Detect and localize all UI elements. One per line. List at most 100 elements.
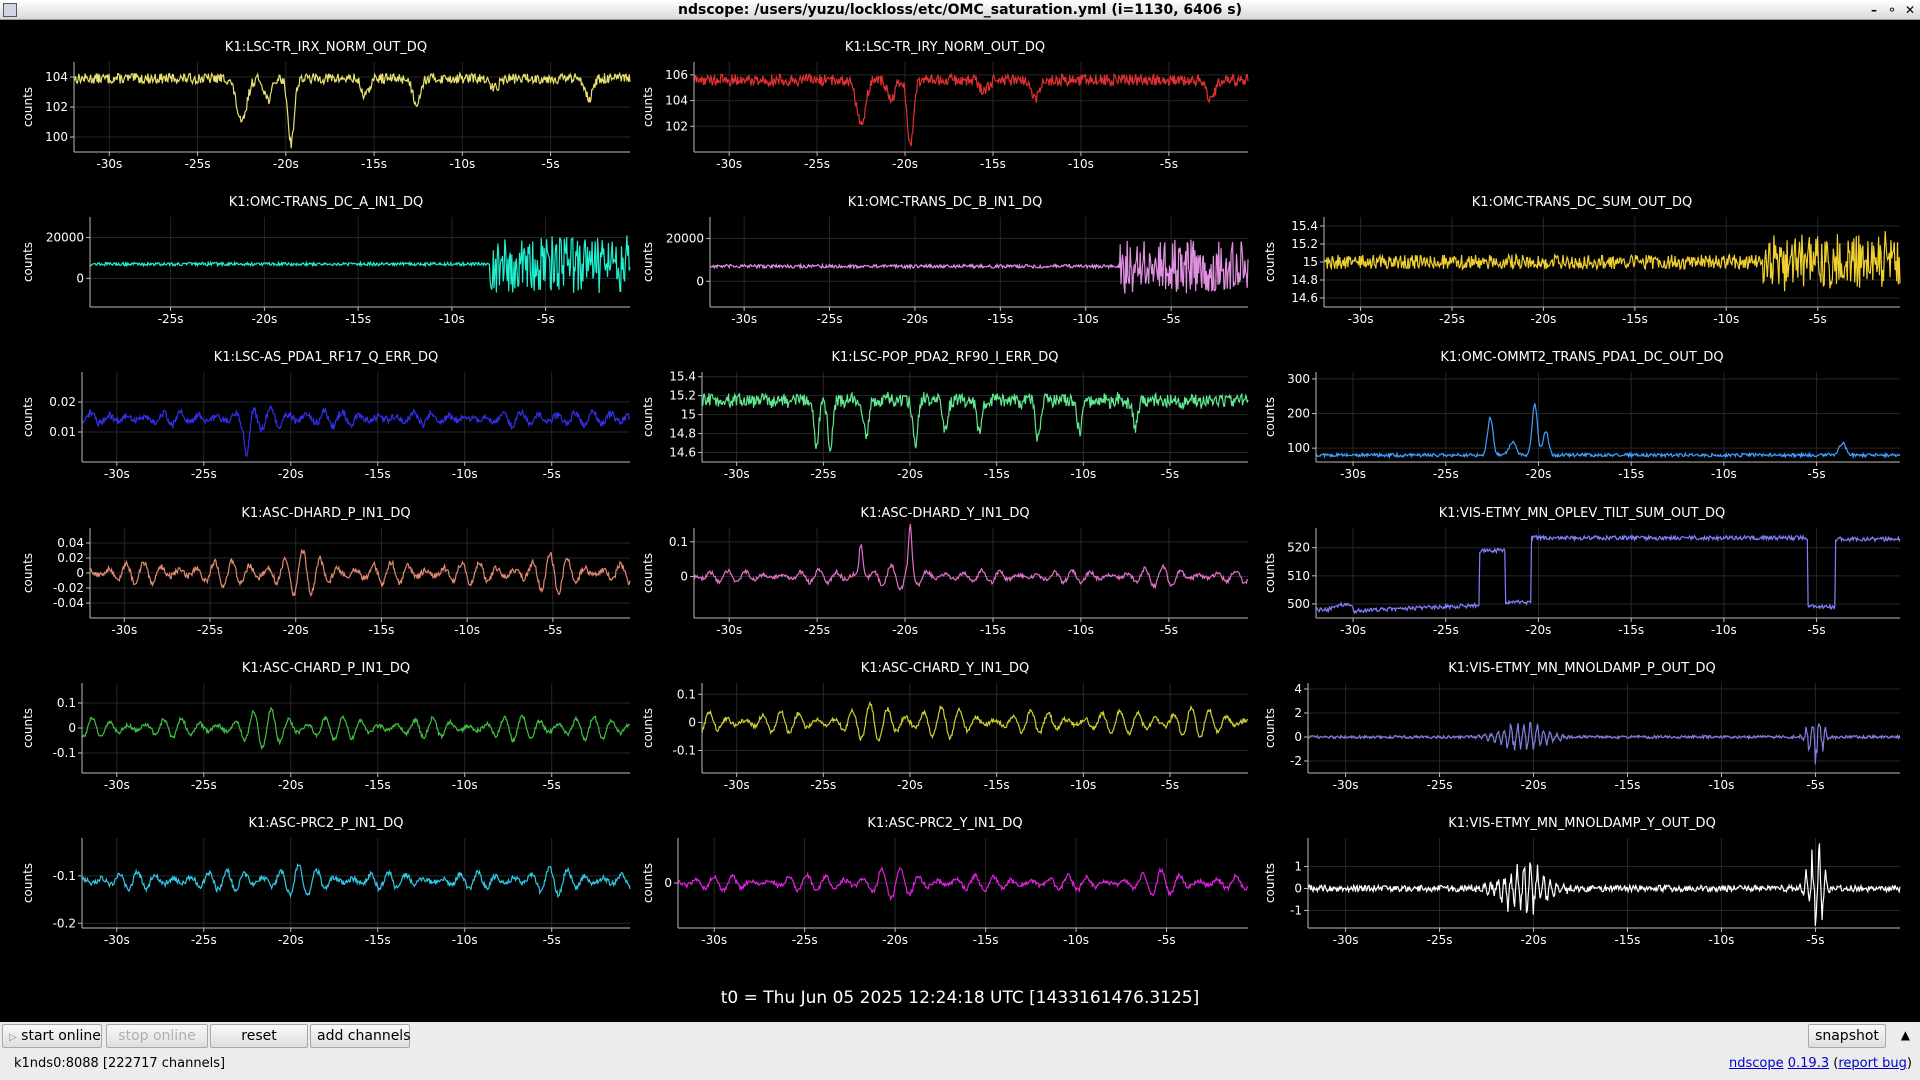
start-online-button[interactable]: ▷ start online — [2, 1024, 102, 1048]
plot-panel[interactable]: K1:LSC-TR_IRX_NORM_OUT_DQ 100 102 104 -30s -2… — [20, 40, 632, 180]
plot-svg[interactable]: 500 510 520 -30s -25s -20s -15s -10s -5s counts — [1262, 506, 1902, 646]
x-tick-label: -30s — [1340, 623, 1366, 637]
y-tick-label: 0 — [1294, 881, 1302, 895]
plot-panel[interactable]: K1:OMC-TRANS_DC_B_IN1_DQ 0 20000 -30s -25s -2… — [640, 195, 1250, 335]
y-tick-label: 102 — [665, 119, 688, 133]
plot-panel[interactable]: K1:ASC-DHARD_Y_IN1_DQ 0 0.1 -30s -25s -20s -15… — [640, 506, 1250, 646]
x-tick-label: -30s — [731, 312, 757, 326]
x-tick-label: -10s — [1063, 933, 1089, 947]
plot-panel[interactable]: K1:VIS-ETMY_MN_OPLEV_TILT_SUM_OUT_DQ 500 5… — [1262, 506, 1902, 646]
plot-panel[interactable]: K1:VIS-ETMY_MN_MNOLDAMP_P_OUT_DQ -2 0 2 4 -30… — [1262, 661, 1902, 801]
x-tick-label: -20s — [273, 157, 299, 171]
close-icon[interactable]: ✕ — [1904, 3, 1916, 17]
minimize-icon[interactable]: – — [1871, 3, 1877, 17]
y-axis-label: counts — [21, 708, 35, 748]
y-tick-label: 0 — [1294, 730, 1302, 744]
y-tick-label: 0.1 — [669, 535, 688, 549]
plot-svg[interactable]: -0.1 0 0.1 -30s -25s -20s -15s -10s -5s counts — [20, 661, 632, 801]
series-trace — [81, 405, 631, 458]
plot-panel[interactable]: K1:OMC-OMMT2_TRANS_PDA1_DC_OUT_DQ 100 200 3… — [1262, 350, 1902, 490]
plot-svg[interactable]: 0.01 0.02 -30s -25s -20s -15s -10s -5s counts — [20, 350, 632, 490]
x-tick-label: -15s — [365, 467, 391, 481]
plot-title: K1:VIS-ETMY_MN_MNOLDAMP_P_OUT_DQ — [1448, 661, 1716, 676]
y-tick-label: 0.04 — [57, 536, 84, 550]
x-tick-label: -10s — [1709, 933, 1735, 947]
plot-panel[interactable]: K1:LSC-POP_PDA2_RF90_I_ERR_DQ 14.6 14.8 15 1… — [640, 350, 1250, 490]
x-tick-label: -15s — [984, 778, 1010, 792]
reset-button[interactable]: reset — [210, 1024, 308, 1048]
plot-panel[interactable]: K1:ASC-CHARD_Y_IN1_DQ -0.1 0 0.1 -30s -25s -20… — [640, 661, 1250, 801]
plot-title: K1:LSC-POP_PDA2_RF90_I_ERR_DQ — [831, 350, 1059, 365]
plot-svg[interactable]: 100 200 300 -30s -25s -20s -15s -10s -5s counts — [1262, 350, 1902, 490]
x-tick-label: -10s — [1068, 623, 1094, 637]
plot-svg[interactable]: 0 20000 -25s -20s -15s -10s -5s counts — [20, 195, 632, 335]
menu-up-icon[interactable]: ▲ — [1900, 1028, 1910, 1042]
plot-svg[interactable]: 100 102 104 -30s -25s -20s -15s -10s -5s counts — [20, 40, 632, 180]
stop-online-button[interactable]: stop online — [106, 1024, 208, 1048]
maximize-icon[interactable]: ⚬ — [1886, 3, 1898, 17]
plot-svg[interactable]: 14.6 14.8 15 15.2 15.4 -30s -25s -20s -15s -10s -5… — [640, 350, 1250, 490]
ndscope-link[interactable]: ndscope — [1728, 1056, 1784, 1071]
plot-svg[interactable]: 0 20000 -30s -25s -20s -15s -10s -5s counts — [640, 195, 1250, 335]
x-tick-label: -20s — [1526, 623, 1552, 637]
window-titlebar[interactable]: ndscope: /users/yuzu/lockloss/etc/OMC_sa… — [0, 0, 1920, 20]
plot-panel[interactable]: K1:VIS-ETMY_MN_MNOLDAMP_Y_OUT_DQ -1 0 1 -30s… — [1262, 816, 1902, 956]
plot-panel[interactable]: K1:LSC-AS_PDA1_RF17_Q_ERR_DQ 0.01 0.02 -30s… — [20, 350, 632, 490]
y-tick-label: 0 — [664, 876, 672, 890]
x-tick-label: -15s — [365, 778, 391, 792]
x-tick-label: -20s — [897, 778, 923, 792]
x-tick-label: -25s — [804, 157, 830, 171]
plot-panel[interactable]: K1:ASC-PRC2_P_IN1_DQ -0.2 -0.1 -30s -25s -20s… — [20, 816, 632, 956]
y-tick-label: 100 — [45, 130, 68, 144]
plot-title: K1:VIS-ETMY_MN_OPLEV_TILT_SUM_OUT_DQ — [1438, 506, 1726, 521]
plot-svg[interactable]: -0.2 -0.1 -30s -25s -20s -15s -10s -5s counts — [20, 816, 632, 956]
plot-title: K1:VIS-ETMY_MN_MNOLDAMP_Y_OUT_DQ — [1448, 816, 1716, 831]
series-trace — [677, 866, 1249, 902]
plot-svg[interactable]: -0.1 0 0.1 -30s -25s -20s -15s -10s -5s counts — [640, 661, 1250, 801]
plot-title: K1:ASC-PRC2_P_IN1_DQ — [248, 816, 404, 831]
report-bug-link[interactable]: report bug — [1838, 1056, 1907, 1071]
plot-panel[interactable]: K1:ASC-PRC2_Y_IN1_DQ 0 -30s -25s -20s -15s -10… — [640, 816, 1250, 956]
plot-panel[interactable]: K1:LSC-TR_IRY_NORM_OUT_DQ 102 104 106 -30s -2… — [640, 40, 1250, 180]
plot-svg[interactable]: 14.6 14.8 15 15.2 15.4 -30s -25s -20s -15s -10s -5… — [1262, 195, 1902, 335]
plot-title: K1:OMC-OMMT2_TRANS_PDA1_DC_OUT_DQ — [1440, 350, 1724, 365]
x-tick-label: -10s — [452, 778, 478, 792]
y-tick-label: -2 — [1290, 754, 1302, 768]
x-tick-label: -10s — [439, 312, 465, 326]
plot-svg[interactable]: -1 0 1 -30s -25s -20s -15s -10s -5s counts — [1262, 816, 1902, 956]
y-tick-label: 14.6 — [669, 446, 696, 460]
x-tick-label: -30s — [716, 623, 742, 637]
plot-title: K1:LSC-TR_IRX_NORM_OUT_DQ — [224, 40, 428, 55]
y-tick-label: 0 — [696, 274, 704, 288]
x-tick-label: -10s — [1713, 312, 1739, 326]
x-tick-label: -25s — [810, 778, 836, 792]
plot-svg[interactable]: -2 0 2 4 -30s -25s -20s -15s -10s -5s counts — [1262, 661, 1902, 801]
series-trace — [89, 549, 631, 597]
x-tick-label: -15s — [361, 157, 387, 171]
x-tick-label: -25s — [191, 467, 217, 481]
x-tick-label: -15s — [368, 623, 394, 637]
plot-panel[interactable]: K1:OMC-TRANS_DC_A_IN1_DQ 0 20000 -25s -20s -1… — [20, 195, 632, 335]
x-tick-label: -10s — [454, 623, 480, 637]
x-tick-label: -20s — [897, 467, 923, 481]
x-tick-label: -5s — [1157, 933, 1175, 947]
plot-panel[interactable]: K1:ASC-CHARD_P_IN1_DQ -0.1 0 0.1 -30s -25s -20… — [20, 661, 632, 801]
series-trace — [89, 235, 631, 294]
x-tick-label: -10s — [452, 933, 478, 947]
x-tick-label: -10s — [1070, 778, 1096, 792]
app-icon[interactable] — [3, 3, 17, 17]
snapshot-button[interactable]: snapshot — [1808, 1024, 1886, 1048]
series-trace — [709, 239, 1249, 294]
add-channels-button[interactable]: add channels — [310, 1024, 411, 1048]
plot-svg[interactable]: 0 0.1 -30s -25s -20s -15s -10s -5s counts — [640, 506, 1250, 646]
y-axis-label: counts — [1263, 242, 1277, 282]
plot-svg[interactable]: 102 104 106 -30s -25s -20s -15s -10s -5s counts — [640, 40, 1250, 180]
plot-svg[interactable]: 0 -30s -25s -20s -15s -10s -5s counts — [640, 816, 1250, 956]
x-tick-label: -10s — [1711, 467, 1737, 481]
plot-panel[interactable]: K1:OMC-TRANS_DC_SUM_OUT_DQ 14.6 14.8 15 15.2… — [1262, 195, 1902, 335]
x-tick-label: -15s — [980, 157, 1006, 171]
plot-panel[interactable]: K1:ASC-DHARD_P_IN1_DQ -0.04 -0.02 0 0.02 0.04… — [20, 506, 632, 646]
version-link[interactable]: 0.19.3 — [1787, 1056, 1830, 1071]
x-tick-label: -5s — [1809, 312, 1827, 326]
